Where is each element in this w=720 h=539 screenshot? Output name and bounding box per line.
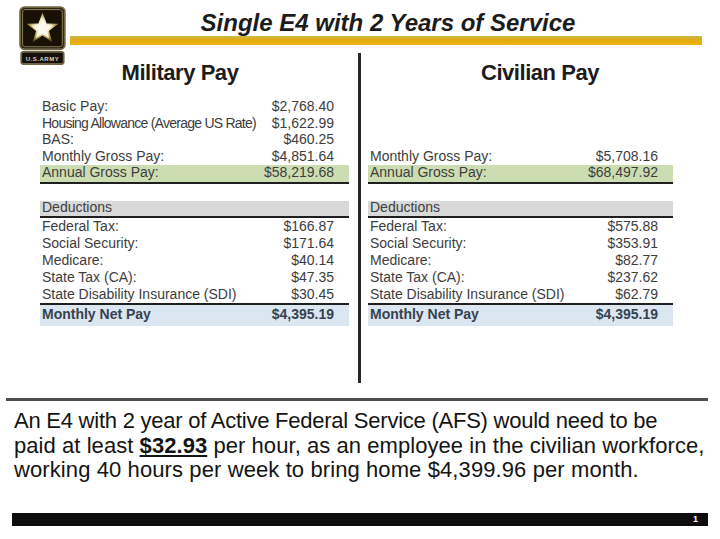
svg-text:U.S.ARMY: U.S.ARMY [26, 56, 59, 62]
